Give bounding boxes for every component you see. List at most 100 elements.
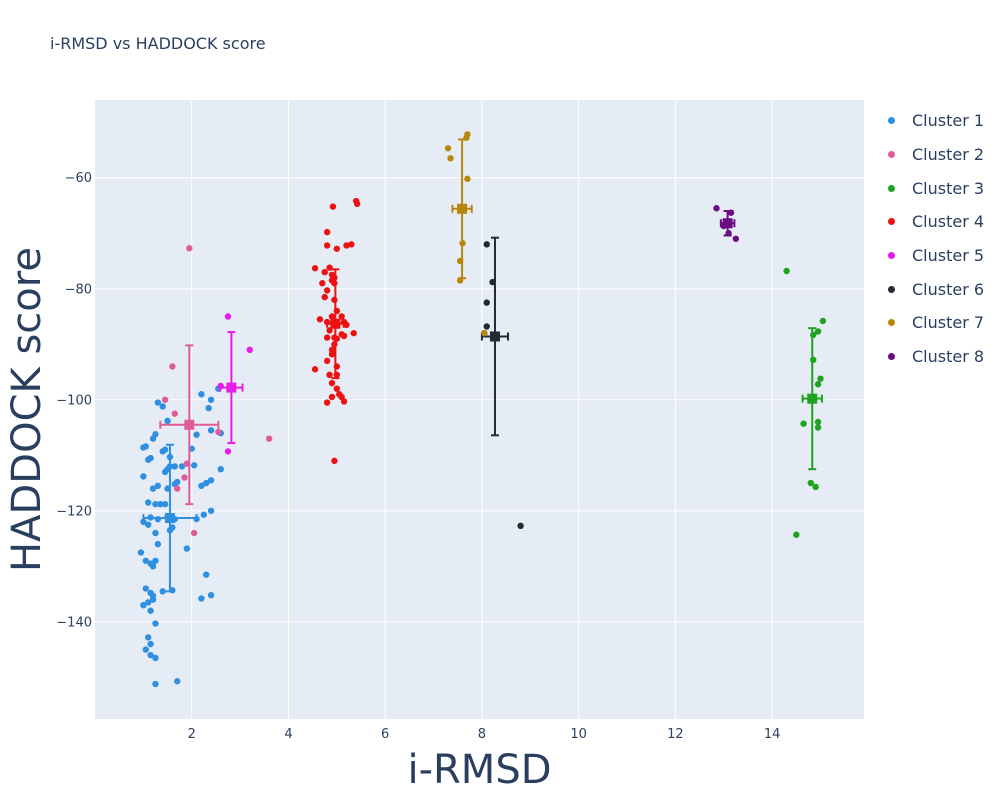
data-point	[203, 479, 210, 487]
legend-item-cluster-1[interactable]: Cluster 1	[880, 104, 984, 138]
data-point	[348, 241, 355, 248]
legend-item-cluster-8[interactable]: Cluster 8	[880, 340, 984, 374]
x-tick-label: 4	[284, 727, 292, 742]
data-point	[178, 463, 186, 470]
data-point	[147, 651, 154, 659]
data-point	[152, 500, 159, 508]
data-point	[207, 592, 215, 599]
legend-label: Cluster 4	[912, 212, 985, 232]
data-point	[311, 366, 319, 373]
data-point	[483, 323, 490, 330]
series-cluster-8	[713, 205, 740, 242]
data-point	[145, 456, 152, 463]
data-point	[321, 293, 328, 301]
cluster-mean-marker	[226, 382, 237, 393]
data-point	[319, 280, 326, 287]
data-point	[152, 529, 159, 537]
legend-label: Cluster 6	[912, 279, 985, 299]
data-point	[207, 477, 215, 484]
data-point	[328, 313, 336, 320]
legend-label: Cluster 2	[912, 145, 985, 165]
data-point	[817, 375, 824, 382]
data-point	[161, 446, 169, 453]
data-point	[207, 427, 215, 434]
data-point	[171, 410, 179, 417]
y-tick-label: −140	[56, 615, 92, 630]
legend-label: Cluster 7	[912, 313, 985, 333]
data-point	[340, 398, 348, 405]
legend: Cluster 1 Cluster 2 Cluster 3 Cluster 4 Clus…	[880, 104, 984, 374]
legend-item-cluster-6[interactable]: Cluster 6	[880, 272, 984, 306]
data-point	[483, 241, 490, 248]
legend-marker	[888, 353, 895, 361]
data-point	[333, 385, 341, 392]
data-point	[152, 431, 159, 438]
data-point	[142, 585, 149, 592]
data-point	[323, 357, 331, 365]
data-point	[149, 485, 157, 492]
data-point	[198, 595, 205, 602]
data-point	[169, 363, 176, 370]
legend-item-cluster-2[interactable]: Cluster 2	[880, 138, 984, 172]
legend-item-cluster-5[interactable]: Cluster 5	[880, 239, 984, 273]
data-point	[224, 313, 232, 320]
data-point	[140, 601, 147, 609]
data-point	[145, 499, 152, 506]
data-point	[807, 479, 814, 487]
data-point	[353, 200, 361, 208]
data-point	[331, 457, 338, 465]
data-point	[198, 391, 205, 398]
data-point	[154, 540, 162, 548]
data-point	[198, 482, 205, 490]
data-point	[159, 403, 166, 410]
data-point	[145, 521, 152, 528]
y-tick-label: −120	[56, 504, 92, 519]
data-point	[186, 245, 193, 252]
legend-label: Cluster 5	[912, 246, 985, 266]
data-point	[444, 145, 452, 152]
legend-marker	[888, 184, 895, 192]
data-point	[161, 500, 169, 508]
y-tick-label: −100	[56, 393, 92, 408]
data-point	[819, 317, 827, 325]
data-point	[205, 404, 212, 412]
legend-item-cluster-3[interactable]: Cluster 3	[880, 171, 984, 205]
y-tick-label: −80	[65, 282, 92, 297]
data-point	[329, 203, 337, 210]
data-point	[137, 549, 145, 556]
data-point	[328, 351, 336, 358]
data-point	[447, 155, 454, 162]
data-point	[149, 563, 157, 570]
cluster-mean-marker	[722, 218, 733, 229]
series-cluster-2	[159, 245, 273, 537]
data-point	[154, 482, 162, 490]
y-tick-label: −60	[65, 171, 92, 186]
legend-marker	[888, 151, 895, 159]
data-point	[343, 242, 350, 249]
x-tick-label: 12	[667, 727, 684, 742]
data-point	[154, 399, 162, 406]
data-point	[340, 332, 348, 340]
data-point	[171, 463, 179, 470]
data-point	[343, 321, 350, 329]
data-point	[152, 620, 159, 627]
data-point	[161, 396, 169, 403]
data-point	[203, 571, 210, 578]
data-point	[732, 235, 740, 242]
legend-item-cluster-7[interactable]: Cluster 7	[880, 306, 984, 340]
x-tick-label: 10	[570, 727, 587, 742]
data-point	[800, 420, 807, 427]
data-point	[323, 287, 331, 294]
data-point	[200, 511, 208, 518]
data-point	[207, 507, 215, 515]
data-point	[328, 379, 336, 387]
data-point	[164, 417, 171, 425]
data-point	[481, 329, 488, 337]
data-point	[326, 371, 333, 379]
data-point	[174, 478, 181, 486]
legend-item-cluster-4[interactable]: Cluster 4	[880, 205, 984, 239]
data-point	[147, 607, 154, 614]
data-point	[147, 640, 154, 648]
legend-marker	[888, 218, 895, 226]
data-point	[159, 588, 166, 595]
